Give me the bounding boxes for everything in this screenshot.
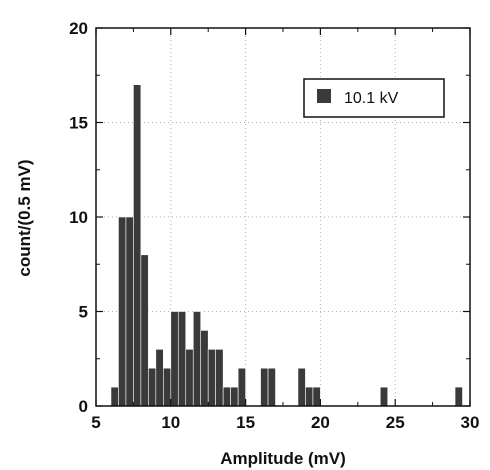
x-tick-label: 30 xyxy=(461,413,480,432)
histogram-bar xyxy=(125,216,134,407)
y-tick-label: 0 xyxy=(79,397,88,416)
histogram-bar xyxy=(454,386,463,407)
histogram-bar xyxy=(312,386,321,407)
histogram-bar xyxy=(230,386,239,407)
histogram-bar xyxy=(215,348,224,407)
histogram-bar xyxy=(379,386,389,407)
histogram-bar xyxy=(118,216,127,407)
histogram-bar xyxy=(200,330,209,407)
histogram-bar xyxy=(207,348,216,407)
histogram-bar xyxy=(192,311,202,407)
histogram-bar xyxy=(297,367,306,407)
x-tick-label: 25 xyxy=(386,413,405,432)
x-tick-label: 10 xyxy=(161,413,180,432)
legend-label: 10.1 kV xyxy=(344,90,399,107)
y-tick-label: 15 xyxy=(69,114,88,133)
histogram-bar xyxy=(267,367,276,407)
histogram-bar xyxy=(133,84,142,407)
histogram-bar xyxy=(170,311,179,407)
y-axis-label: count/(0.5 mV) xyxy=(15,159,34,276)
histogram-bar xyxy=(260,367,269,407)
x-tick-label: 20 xyxy=(311,413,330,432)
histogram-bar xyxy=(185,348,194,407)
histogram-bar xyxy=(140,254,149,407)
histogram-bar xyxy=(222,386,231,407)
histogram-bar xyxy=(110,386,119,407)
legend: 10.1 kV xyxy=(303,78,445,118)
y-tick-label: 20 xyxy=(69,19,88,38)
bars xyxy=(110,84,463,407)
legend-swatch xyxy=(317,89,331,103)
x-tick-label: 15 xyxy=(236,413,255,432)
y-tick-label: 10 xyxy=(69,208,88,227)
histogram-bar xyxy=(177,311,187,407)
x-axis-label: Amplitude (mV) xyxy=(220,449,346,468)
histogram-bar xyxy=(305,386,314,407)
y-tick-label: 5 xyxy=(79,303,88,322)
histogram-bar xyxy=(148,367,157,407)
histogram-bar xyxy=(155,348,164,407)
x-tick-label: 5 xyxy=(91,413,100,432)
histogram-bar xyxy=(163,367,172,407)
histogram-bar xyxy=(237,367,246,407)
